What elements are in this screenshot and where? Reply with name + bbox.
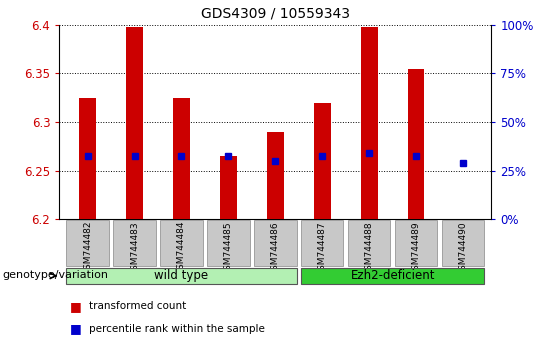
Text: GSM744487: GSM744487: [318, 221, 327, 275]
FancyBboxPatch shape: [113, 221, 156, 266]
FancyBboxPatch shape: [442, 221, 484, 266]
FancyBboxPatch shape: [348, 221, 390, 266]
Bar: [361, 27, 377, 219]
Text: Ezh2-deficient: Ezh2-deficient: [350, 269, 435, 282]
Text: GSM744490: GSM744490: [458, 221, 468, 275]
FancyBboxPatch shape: [160, 221, 202, 266]
Bar: [126, 27, 143, 219]
Text: GSM744484: GSM744484: [177, 221, 186, 275]
Text: transformed count: transformed count: [89, 301, 186, 311]
Bar: [173, 98, 190, 219]
Text: GSM744482: GSM744482: [83, 221, 92, 275]
Bar: [314, 103, 330, 219]
FancyBboxPatch shape: [301, 221, 343, 266]
Text: GSM744489: GSM744489: [412, 221, 421, 275]
Bar: [455, 218, 471, 219]
Bar: [79, 98, 96, 219]
Text: GSM744483: GSM744483: [130, 221, 139, 275]
Text: wild type: wild type: [154, 269, 208, 282]
Text: GSM744485: GSM744485: [224, 221, 233, 275]
FancyBboxPatch shape: [301, 268, 484, 284]
Title: GDS4309 / 10559343: GDS4309 / 10559343: [201, 7, 350, 21]
Text: genotype/variation: genotype/variation: [3, 270, 109, 280]
Text: GSM744488: GSM744488: [365, 221, 374, 275]
FancyBboxPatch shape: [66, 268, 296, 284]
FancyBboxPatch shape: [207, 221, 249, 266]
FancyBboxPatch shape: [254, 221, 296, 266]
Bar: [267, 132, 284, 219]
Text: GSM744486: GSM744486: [271, 221, 280, 275]
FancyBboxPatch shape: [395, 221, 437, 266]
Bar: [408, 69, 424, 219]
Bar: [220, 156, 237, 219]
Text: ■: ■: [70, 300, 82, 313]
FancyBboxPatch shape: [66, 221, 109, 266]
Text: ■: ■: [70, 322, 82, 335]
Text: percentile rank within the sample: percentile rank within the sample: [89, 324, 265, 333]
